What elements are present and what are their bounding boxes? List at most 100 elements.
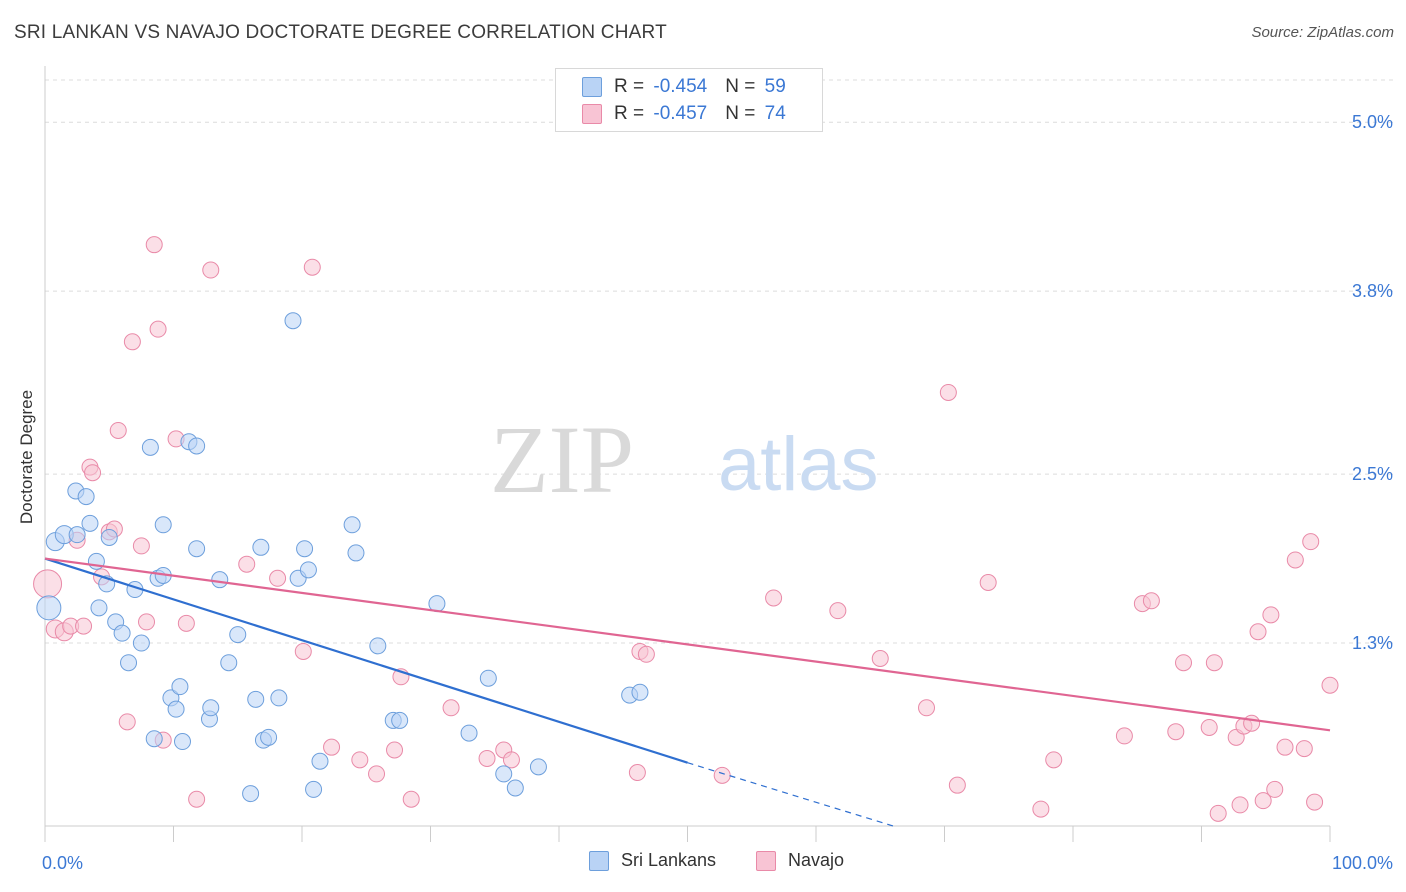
sri-lankan-point — [369, 637, 387, 655]
r-value: -0.457 — [653, 103, 708, 124]
navajo-trend-line — [44, 557, 1331, 732]
r-value: -0.454 — [653, 76, 708, 97]
sri-lankan-point — [343, 516, 361, 534]
navajo-point — [109, 421, 127, 439]
legend-label-sri-lankans: Sri Lankans — [621, 850, 717, 870]
blue-swatch — [582, 77, 602, 97]
sri-lankan-point — [120, 654, 138, 672]
navajo-point — [948, 776, 966, 794]
sri-lankan-point — [242, 785, 260, 803]
n-label: N = — [725, 76, 761, 97]
n-value: 59 — [764, 76, 786, 97]
sri-lankan-point — [77, 488, 95, 506]
sri-lankan-point — [296, 540, 314, 558]
navajo-point — [713, 766, 731, 784]
sri-lankan-point — [347, 544, 365, 562]
navajo-point — [979, 573, 997, 591]
watermark-atlas: atlas — [718, 422, 879, 507]
series-legend: Sri Lankans Navajo — [0, 850, 1406, 880]
r-label: R = — [614, 76, 650, 97]
sri-lankan-point — [173, 733, 191, 751]
sri-lankan-point — [113, 624, 131, 642]
sri-lankan-point — [220, 654, 238, 672]
navajo-point — [386, 741, 404, 759]
navajo-point — [132, 537, 150, 555]
trend-lines — [44, 557, 1331, 827]
sri-lankan-point — [506, 779, 524, 797]
legend-row-sri-lankans: R = -0.454 N = 59 — [582, 75, 786, 99]
sri-lankan-point — [81, 514, 99, 532]
navajo-point — [1045, 751, 1063, 769]
navajo-point — [1231, 796, 1249, 814]
sri-lankans-trend-line — [44, 557, 688, 764]
sri-lankan-point — [479, 669, 497, 687]
sri-lankan-point — [631, 683, 649, 701]
sri-lankan-point — [188, 540, 206, 558]
navajo-point — [303, 258, 321, 276]
sri-lankan-point — [68, 526, 86, 544]
y-tick-label: 2.5% — [1352, 464, 1393, 484]
navajo-points — [33, 236, 1339, 822]
navajo-point — [871, 650, 889, 668]
navajo-point — [1286, 551, 1304, 569]
stats-legend: R = -0.454 N = 59 R = -0.457 N = 74 — [555, 68, 823, 132]
tick-labels: 1.3% 2.5% 3.8% 5.0% 0.0% 100.0% — [42, 112, 1393, 873]
sri-lankan-point — [495, 765, 513, 783]
navajo-point — [1321, 676, 1339, 694]
navajo-point — [1302, 533, 1320, 551]
sri-lankan-point — [299, 561, 317, 579]
navajo-point — [1262, 606, 1280, 624]
sri-lankan-point — [141, 438, 159, 456]
navajo-point — [1249, 623, 1267, 641]
legend-item-navajo[interactable]: Navajo — [756, 850, 844, 871]
navajo-point — [33, 569, 63, 599]
navajo-point — [145, 236, 163, 254]
axes — [44, 66, 1331, 842]
navajo-point — [765, 589, 783, 607]
navajo-point — [1266, 780, 1284, 798]
navajo-point — [1200, 718, 1218, 736]
navajo-point — [1167, 723, 1185, 741]
sri-lankan-point — [100, 528, 118, 546]
watermark: ZIP atlas — [490, 406, 879, 513]
r-label: R = — [614, 103, 650, 124]
sri-lankan-point — [284, 312, 302, 330]
navajo-point — [351, 751, 369, 769]
navajo-point — [939, 383, 957, 401]
y-tick-label: 5.0% — [1352, 112, 1393, 132]
navajo-point — [294, 642, 312, 660]
sri-lankan-point — [167, 700, 185, 718]
navajo-point — [1306, 793, 1324, 811]
sri-lankan-point — [270, 689, 288, 707]
legend-label-navajo: Navajo — [788, 850, 845, 870]
navajo-point — [1243, 714, 1261, 732]
sri-lankan-point — [311, 752, 329, 770]
navajo-point — [1254, 792, 1272, 810]
sri-lankan-point — [247, 690, 265, 708]
sri-lankan-point — [260, 728, 278, 746]
navajo-point — [177, 614, 195, 632]
legend-row-navajo: R = -0.457 N = 74 — [582, 102, 786, 126]
y-tick-label: 3.8% — [1352, 281, 1393, 301]
x-tick-label: 0.0% — [42, 853, 83, 873]
sri-lankan-point — [305, 780, 323, 798]
sri-lankan-point — [90, 599, 108, 617]
navajo-point — [269, 569, 287, 587]
navajo-point — [829, 602, 847, 620]
navajo-point — [123, 333, 141, 351]
pink-swatch — [756, 850, 776, 871]
n-value: 74 — [764, 103, 786, 124]
navajo-point — [1175, 654, 1193, 672]
chart-title: SRI LANKAN VS NAVAJO DOCTORATE DEGREE CO… — [14, 22, 667, 43]
pink-swatch — [582, 104, 602, 124]
sri-lankan-point — [529, 758, 547, 776]
sri-lankan-point — [171, 678, 189, 696]
navajo-point — [1209, 804, 1227, 822]
navajo-point — [149, 320, 167, 338]
legend-item-sri-lankans[interactable]: Sri Lankans — [589, 850, 716, 871]
navajo-point — [502, 751, 520, 769]
navajo-point — [118, 713, 136, 731]
navajo-point — [478, 749, 496, 767]
navajo-point — [202, 261, 220, 279]
